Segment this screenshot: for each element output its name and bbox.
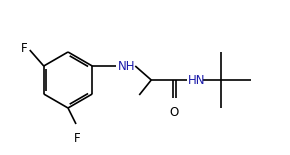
Text: O: O [170, 106, 179, 119]
Text: F: F [21, 42, 28, 55]
Text: HN: HN [188, 73, 206, 86]
Text: F: F [74, 132, 80, 145]
Text: NH: NH [118, 60, 136, 73]
